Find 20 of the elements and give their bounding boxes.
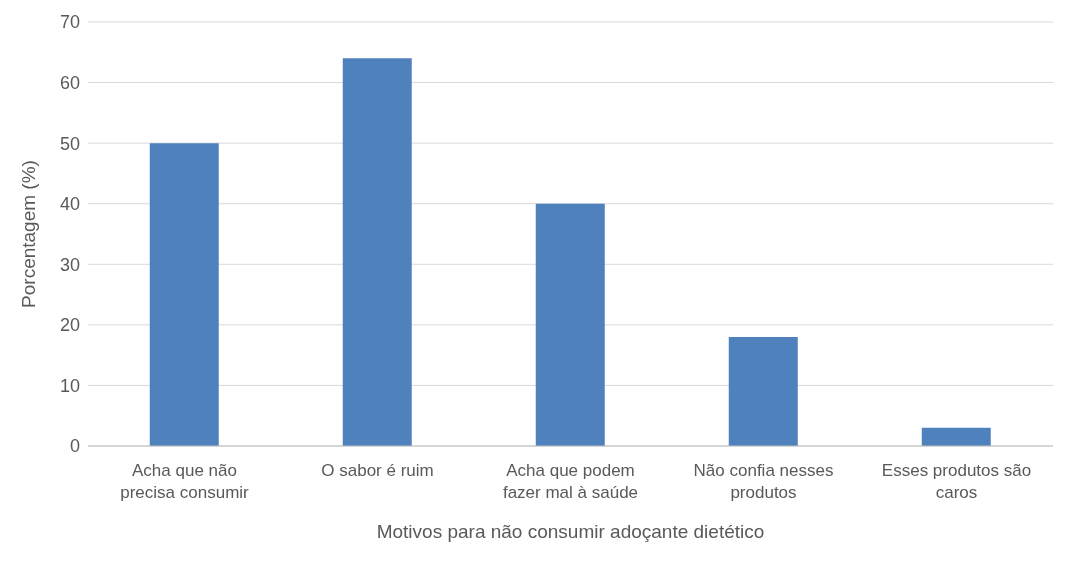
bar: [535, 203, 605, 446]
x-tick-label: Acha que não precisa consumir: [120, 461, 250, 502]
x-tick-label: Acha que podem fazer mal à saúde: [502, 461, 639, 502]
bar: [342, 58, 412, 446]
bar: [728, 336, 798, 446]
y-tick-label: 10: [59, 375, 80, 396]
y-axis-title: Porcentagem (%): [17, 160, 39, 308]
bar: [921, 427, 991, 446]
y-tick-label: 20: [59, 315, 80, 336]
y-tick-label: 70: [59, 12, 80, 33]
x-tick-label: Não confia nesses produtos: [693, 461, 834, 502]
y-tick-label: 0: [69, 436, 80, 457]
y-tick-label: 50: [59, 133, 80, 154]
bar: [149, 143, 219, 446]
y-tick-label: 60: [59, 72, 80, 93]
x-tick-label: Esses produtos são caros: [881, 461, 1032, 502]
y-tick-label: 30: [59, 254, 80, 275]
x-tick-label: O sabor é ruim: [321, 461, 434, 480]
x-axis-title: Motivos para não consumir adoçante dietético: [376, 521, 765, 542]
y-tick-label: 40: [59, 194, 80, 215]
